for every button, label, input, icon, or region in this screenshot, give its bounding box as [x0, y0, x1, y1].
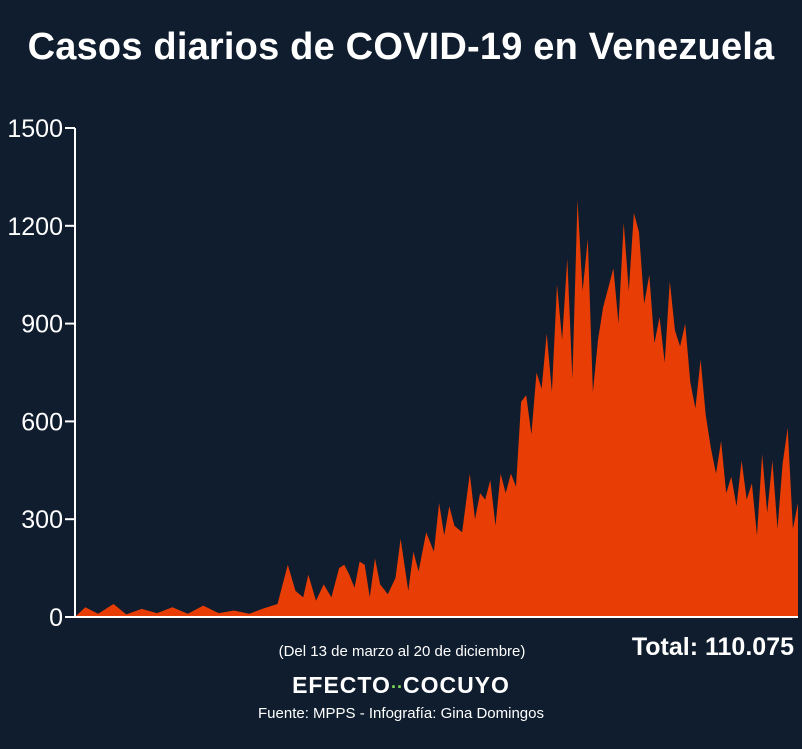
y-tick-label-900: 900: [21, 311, 63, 339]
logo-text-left: EFECTO: [292, 672, 391, 698]
daily-cases-area: [75, 199, 798, 617]
logo-dots: ··: [390, 677, 403, 697]
y-tick-label-300: 300: [21, 506, 63, 534]
total-cases: Total: 110.075: [631, 633, 794, 661]
chart-title: Casos diarios de COVID-19 en Venezuela: [27, 26, 775, 68]
y-tick-label-1200: 1200: [7, 213, 63, 241]
area-layer: [75, 199, 798, 617]
y-tick-label-600: 600: [21, 408, 63, 436]
source-credit: Fuente: MPPS - Infografía: Gina Domingos: [258, 705, 544, 722]
y-tick-label-1500: 1500: [7, 115, 63, 143]
logo-text-right: COCUYO: [402, 672, 510, 698]
y-axis-ticks: 0 300 600 900 1200 1500: [7, 115, 75, 632]
y-tick-label-0: 0: [49, 604, 63, 632]
efecto-cocuyo-logo: EFECTO··COCUYO: [0, 672, 802, 699]
date-range-note: (Del 13 de marzo al 20 de diciembre): [278, 643, 526, 660]
